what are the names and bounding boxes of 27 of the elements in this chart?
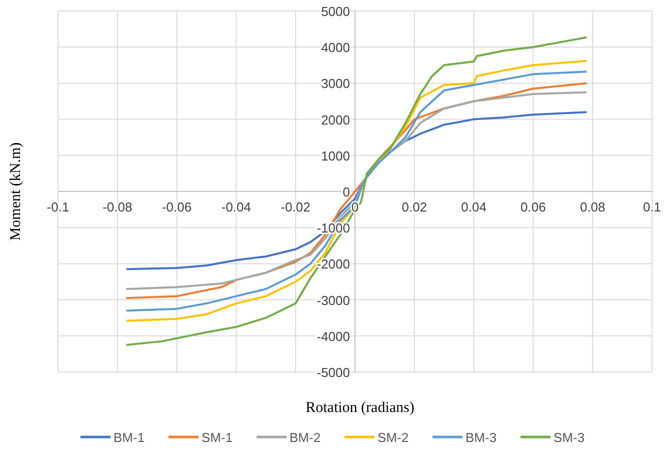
legend-label: BM-2 [290, 430, 321, 445]
y-tick-label: 3000 [321, 76, 350, 92]
y-tick-label: -4000 [316, 328, 350, 344]
legend-label: BM-3 [466, 430, 497, 445]
y-axis-title: Moment (kN.m) [8, 142, 24, 241]
x-tick-label: 0.1 [642, 200, 662, 214]
x-axis-title: Rotation (radians) [306, 400, 414, 416]
x-tick-label: 0.04 [461, 200, 486, 214]
x-tick-label: 0.08 [580, 200, 606, 214]
y-tick-label: 4000 [321, 40, 350, 56]
x-tick-label: -0.1 [46, 200, 70, 214]
y-tick-label: 2000 [321, 112, 350, 128]
y-tick-label: 5000 [321, 4, 350, 19]
x-tick-label: -0.06 [162, 200, 192, 214]
y-tick-label: 1000 [321, 148, 350, 164]
x-tick-label: -0.02 [280, 200, 310, 214]
x-tick-label: -0.08 [102, 200, 132, 214]
y-tick-label: -5000 [316, 365, 350, 380]
y-tick-label: 0 [342, 184, 350, 200]
x-tick-label: 0.02 [402, 200, 428, 214]
legend-label: SM-3 [554, 430, 585, 445]
legend-label: SM-1 [202, 430, 233, 445]
x-tick-label: -0.04 [221, 200, 252, 214]
legend-label: BM-1 [114, 430, 145, 445]
x-tick-label: 0.06 [520, 200, 546, 214]
legend-label: SM-2 [378, 430, 409, 445]
y-tick-label: -3000 [316, 292, 350, 308]
